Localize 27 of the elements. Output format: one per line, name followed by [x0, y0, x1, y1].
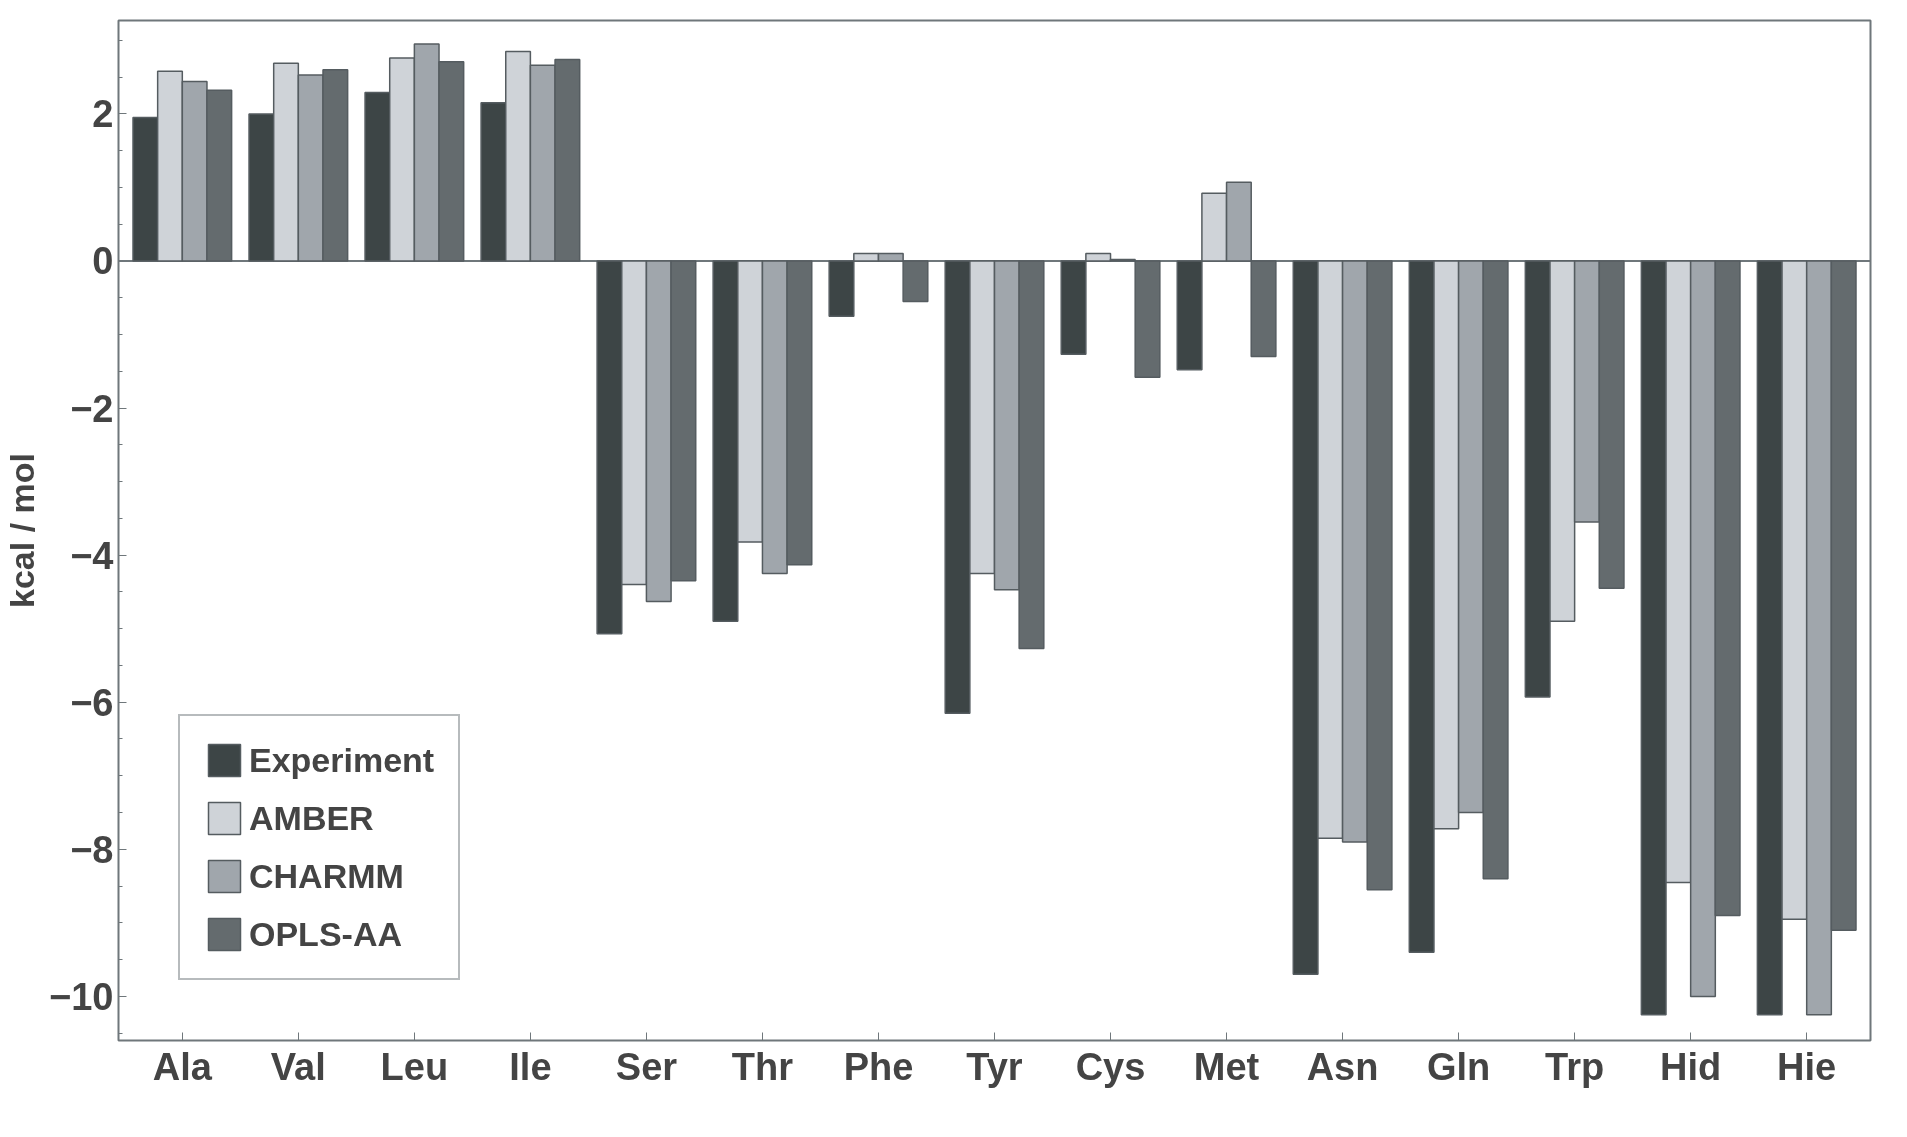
y-tick-label: −6	[70, 681, 114, 724]
x-tick-label: Tyr	[966, 1045, 1023, 1088]
x-tick-label: Gln	[1426, 1045, 1491, 1088]
x-tick-label: Hie	[1777, 1045, 1837, 1088]
x-tick-label: Cys	[1075, 1045, 1146, 1088]
y-tick-label: 2	[92, 93, 114, 136]
x-tick-label: Ser	[615, 1045, 678, 1088]
y-tick-label: 0	[92, 240, 114, 283]
x-tick-label: Phe	[843, 1045, 914, 1088]
x-tick-label: Thr	[731, 1045, 794, 1088]
x-tick-label: Val	[270, 1045, 326, 1088]
x-tick-label: Asn	[1306, 1045, 1379, 1088]
legend-label: CHARMM	[249, 856, 404, 896]
y-tick-label: −2	[70, 387, 114, 430]
x-tick-label: Hid	[1660, 1045, 1722, 1088]
x-tick-label: Leu	[380, 1045, 449, 1088]
x-tick-label: Trp	[1545, 1045, 1605, 1088]
legend-label: OPLS-AA	[249, 914, 402, 954]
y-tick-label: −4	[70, 534, 114, 577]
y-tick-label: −10	[49, 975, 114, 1018]
x-tick-label: Met	[1193, 1045, 1260, 1088]
legend-label: AMBER	[249, 798, 374, 838]
legend-label: Experiment	[249, 740, 435, 780]
y-tick-label: −8	[70, 828, 114, 871]
x-tick-label: Ala	[152, 1045, 213, 1088]
y-axis-title: kcal / mol	[3, 453, 42, 608]
x-tick-label: Ile	[509, 1045, 552, 1088]
